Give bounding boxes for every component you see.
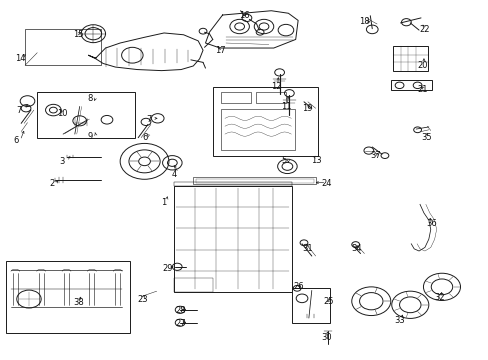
Bar (173, 186, 291, 292)
Text: 38: 38 (73, 298, 83, 307)
Text: 9: 9 (87, 132, 93, 141)
Text: 36: 36 (425, 219, 436, 228)
Text: 8: 8 (87, 94, 93, 103)
Text: 6: 6 (142, 133, 147, 142)
Bar (221, 92, 251, 103)
Text: 18: 18 (358, 17, 369, 26)
Text: 26: 26 (293, 282, 303, 291)
Text: 24: 24 (321, 179, 331, 188)
Text: 25: 25 (323, 297, 333, 306)
Text: 10: 10 (57, 109, 67, 118)
Text: 7: 7 (17, 105, 22, 114)
Text: 23: 23 (137, 294, 147, 303)
Text: 3: 3 (59, 157, 64, 166)
Text: 34: 34 (350, 244, 361, 253)
Text: 16: 16 (238, 10, 249, 19)
Text: 32: 32 (434, 293, 445, 302)
Bar (25, 30, 101, 65)
Text: 2: 2 (49, 179, 55, 188)
Text: 4: 4 (171, 170, 176, 179)
Bar (195, 179, 313, 183)
Text: 13: 13 (310, 156, 321, 165)
Bar (292, 288, 330, 323)
Text: 37: 37 (369, 151, 380, 160)
Text: 19: 19 (302, 104, 312, 113)
Bar (212, 87, 317, 156)
Bar (390, 80, 431, 90)
Text: 20: 20 (417, 61, 427, 70)
Text: 5: 5 (281, 156, 286, 165)
Bar (173, 182, 291, 186)
Text: 1: 1 (160, 198, 165, 207)
Text: 14: 14 (15, 54, 26, 63)
Text: 35: 35 (420, 133, 431, 142)
Bar (193, 177, 316, 184)
Text: 30: 30 (321, 333, 331, 342)
Text: 21: 21 (417, 85, 427, 94)
Text: 6: 6 (13, 136, 18, 145)
Text: 33: 33 (394, 316, 405, 325)
Text: 22: 22 (418, 25, 428, 34)
Bar (5, 261, 130, 333)
Bar (221, 109, 295, 149)
Text: 17: 17 (215, 46, 225, 55)
Text: 27: 27 (175, 319, 185, 328)
Bar (392, 46, 427, 71)
Text: 7: 7 (146, 115, 151, 124)
Text: 12: 12 (271, 82, 281, 91)
Bar (256, 92, 286, 103)
Text: 11: 11 (281, 102, 291, 111)
Text: 31: 31 (302, 244, 312, 253)
Bar (173, 278, 212, 292)
Bar (37, 92, 135, 138)
Text: 28: 28 (175, 306, 185, 315)
Text: 15: 15 (73, 30, 83, 39)
Text: 29: 29 (162, 265, 173, 274)
